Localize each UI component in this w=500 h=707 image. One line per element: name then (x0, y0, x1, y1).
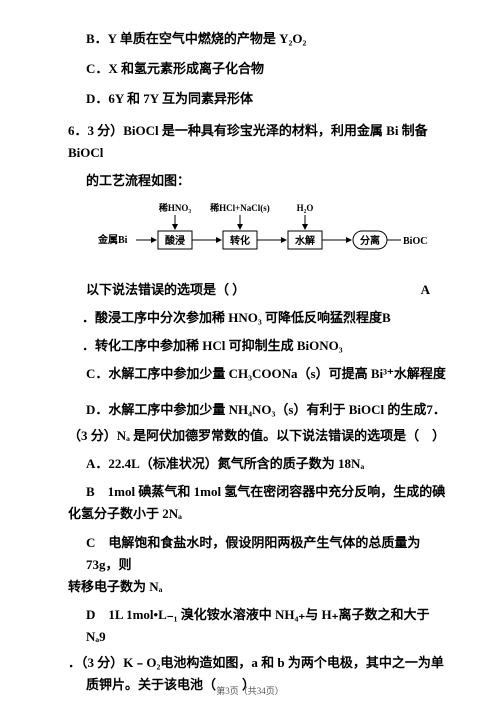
q6-option-d: D．水解工序中参加少量 NH₄NO₃（s）有利于 BiOCl 的生成7． (68, 399, 450, 421)
flow-svg: 稀HNO₃ 稀HCl+NaCl(s) H₂O 金属Bi 酸浸 转化 水解 分离 … (98, 201, 428, 266)
q6-option-a: ．酸浸工序中分次参加稀 HNO₃ 可降低反响猛烈程度B (68, 307, 450, 329)
page-footer: 第3页（共34页） (0, 684, 500, 697)
q6-prompt: 以下说法错误的选项是（ ） (68, 279, 245, 301)
option-d: D．6Y 和 7Y 互为同素异形体 (68, 88, 450, 110)
q8-head1: ．（3 分）K﹣O₂电池构造如图，a 和 b 为两个电极，其中之一为单 (68, 652, 450, 674)
page-content: B．Y 单质在空气中燃烧的产物是 Y₂O₂ C．X 和氢元素形成离子化合物 D．… (0, 0, 500, 696)
q6-head-line1: 6．3 分）BiOCl 是一种具有珍宝光泽的材料，利用金属 Bi 制备 BiOC… (68, 123, 428, 160)
q6-prompt-right: A (421, 279, 450, 301)
q7-option-d: D 1L 1mol•L₋₁ 溴化铵水溶液中 NH₄₊与 H₊离子数之和大于 Nₐ… (68, 604, 450, 648)
q7-option-c2: 转移电子数为 Nₐ (68, 576, 450, 598)
box2-label: 转化 (230, 234, 250, 247)
q7-option-a: A．22.4L（标准状况）氮气所含的质子数为 18Nₐ (68, 453, 450, 475)
option-b: B．Y 单质在空气中燃烧的产物是 Y₂O₂ (68, 28, 450, 50)
label-input: 金属Bi (98, 233, 128, 246)
box1-label: 酸浸 (165, 234, 185, 247)
label-top3: H₂O (297, 203, 314, 213)
q6-option-c: C．水解工序中参加少量 CH₃COONa（s）可提高 Bi³⁺水解程度 (68, 363, 450, 385)
q6-head-line2: 的工艺流程如图： (68, 170, 450, 192)
q7-option-c1: C 电解饱和食盐水时，假设阴阳两极产生气体的总质量为73g，则 (68, 532, 450, 576)
q7-head: （3 分）Nₐ 是阿伏加德罗常数的值。以下说法错误的选项是（ ） (68, 425, 450, 447)
process-flow-diagram: 稀HNO₃ 稀HCl+NaCl(s) H₂O 金属Bi 酸浸 转化 水解 分离 … (98, 201, 450, 273)
box3-label: 水解 (294, 234, 315, 247)
q6-heading: 6．3 分）BiOCl 是一种具有珍宝光泽的材料，利用金属 Bi 制备 BiOC… (68, 120, 450, 164)
q6-prompt-row: 以下说法错误的选项是（ ） A (68, 279, 450, 301)
label-top2: 稀HCl+NaCl(s) (210, 202, 270, 213)
box4-label: 分离 (360, 234, 380, 247)
q7-option-b2: 化氢分子数小于 2Nₐ (68, 503, 450, 525)
label-output: BiOCl (403, 236, 428, 247)
q6-option-b: ．转化工序中参加稀 HCl 可抑制生成 BiONO₃ (68, 335, 450, 357)
option-c: C．X 和氢元素形成离子化合物 (68, 58, 450, 80)
q7-option-b1: B 1mol 碘蒸气和 1mol 氢气在密闭容器中充分反响，生成的碘 (68, 481, 450, 503)
label-top1: 稀HNO₃ (159, 202, 192, 213)
